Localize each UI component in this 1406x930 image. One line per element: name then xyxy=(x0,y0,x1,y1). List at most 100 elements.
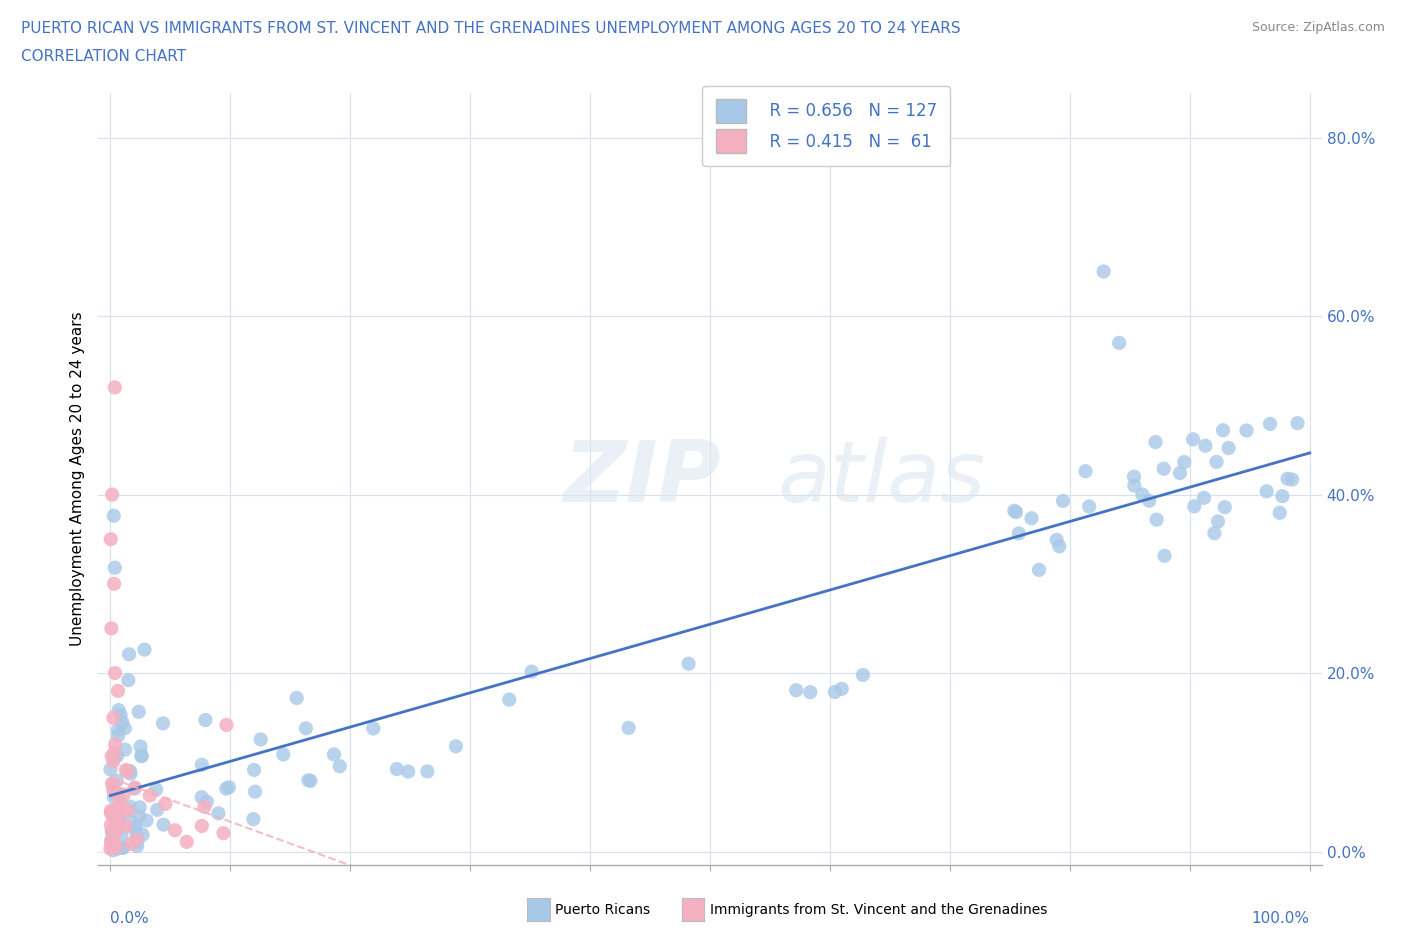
Point xyxy=(1108,336,1130,351)
Point xyxy=(103,754,125,769)
Point xyxy=(104,666,127,681)
Point xyxy=(101,825,124,840)
Point xyxy=(111,715,134,730)
Point xyxy=(155,796,177,811)
Point xyxy=(824,684,846,699)
Point xyxy=(1021,511,1043,525)
Point xyxy=(107,728,129,743)
Point xyxy=(122,821,145,836)
Point xyxy=(118,813,141,828)
Point xyxy=(125,832,148,847)
Point xyxy=(107,723,129,737)
Point xyxy=(100,806,122,821)
Point xyxy=(103,825,125,840)
Point xyxy=(103,838,125,853)
Point xyxy=(107,786,129,801)
Point xyxy=(128,809,150,824)
Point xyxy=(1092,264,1115,279)
Point xyxy=(617,721,640,736)
Point xyxy=(107,814,129,829)
Point xyxy=(104,823,127,838)
Point xyxy=(1168,466,1191,481)
Point xyxy=(103,509,125,524)
Point xyxy=(104,737,127,751)
Point xyxy=(218,780,240,795)
Point xyxy=(1256,484,1278,498)
Point xyxy=(1153,549,1175,564)
Point xyxy=(295,721,318,736)
Point xyxy=(131,749,153,764)
Point xyxy=(118,647,141,662)
Point xyxy=(104,561,127,576)
Point xyxy=(1258,417,1281,432)
Point xyxy=(852,668,875,683)
Point xyxy=(104,751,127,765)
Point xyxy=(112,840,135,855)
Point xyxy=(105,788,128,803)
Point xyxy=(785,683,807,698)
Text: 0.0%: 0.0% xyxy=(111,911,149,926)
Point xyxy=(104,822,127,837)
Point xyxy=(498,692,520,707)
Point xyxy=(100,762,122,777)
Point xyxy=(117,803,139,817)
Point xyxy=(103,827,125,842)
Point xyxy=(131,828,153,843)
Point xyxy=(103,711,125,725)
Point xyxy=(103,782,125,797)
Point xyxy=(105,749,128,764)
Point xyxy=(103,746,125,761)
Point xyxy=(101,487,124,502)
Text: Puerto Ricans: Puerto Ricans xyxy=(555,902,651,917)
Point xyxy=(135,813,157,828)
Point xyxy=(1123,478,1146,493)
Point xyxy=(1137,493,1160,508)
Point xyxy=(100,817,122,832)
Point xyxy=(1212,423,1234,438)
Point xyxy=(1194,438,1216,453)
Point xyxy=(108,795,131,810)
Text: ZIP: ZIP xyxy=(564,437,721,521)
Point xyxy=(111,841,134,856)
Point xyxy=(134,643,156,658)
Point xyxy=(1153,461,1175,476)
Point xyxy=(104,380,127,395)
Point xyxy=(285,691,308,706)
Point xyxy=(1074,464,1097,479)
Point xyxy=(103,828,125,843)
Point xyxy=(323,747,346,762)
Point xyxy=(207,806,229,821)
Point xyxy=(104,810,127,825)
Point xyxy=(100,749,122,764)
Point xyxy=(1146,512,1168,527)
Text: Source: ZipAtlas.com: Source: ZipAtlas.com xyxy=(1251,21,1385,34)
Point xyxy=(124,781,146,796)
Point xyxy=(1132,487,1154,502)
Point xyxy=(103,577,125,591)
Point xyxy=(1144,434,1167,449)
Point xyxy=(1182,498,1205,513)
Point xyxy=(100,532,122,547)
Point xyxy=(176,834,198,849)
Point xyxy=(114,763,136,777)
Point xyxy=(101,808,124,823)
Point xyxy=(100,832,122,847)
Point xyxy=(108,801,131,816)
Point xyxy=(416,764,439,778)
Point xyxy=(1213,499,1236,514)
Point xyxy=(1123,470,1146,485)
Point xyxy=(1286,416,1309,431)
Point xyxy=(100,621,122,636)
Point xyxy=(115,818,138,833)
Point xyxy=(1078,499,1101,514)
Text: Immigrants from St. Vincent and the Grenadines: Immigrants from St. Vincent and the Gren… xyxy=(710,902,1047,917)
Point xyxy=(1192,490,1215,505)
Point xyxy=(127,839,149,854)
Point xyxy=(1028,563,1050,578)
Text: CORRELATION CHART: CORRELATION CHART xyxy=(21,49,186,64)
Point xyxy=(271,747,294,762)
Point xyxy=(1046,533,1069,548)
Point xyxy=(363,721,385,736)
Point xyxy=(114,721,136,736)
Point xyxy=(145,782,167,797)
